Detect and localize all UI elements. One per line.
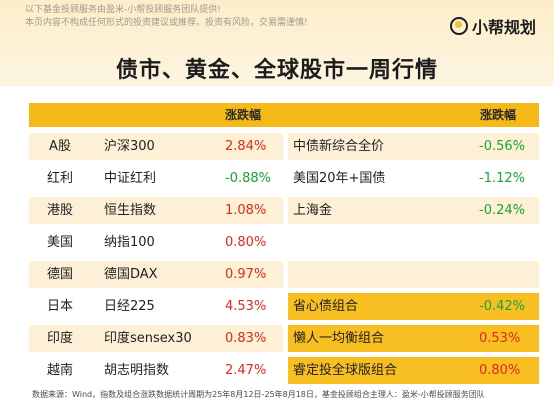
change-value: 0.80% — [479, 363, 521, 378]
change-value: -0.42% — [479, 299, 525, 314]
index-name: 德国DAX — [104, 267, 158, 282]
table-row: 懒人一均衡组合 0.53% — [288, 325, 539, 352]
disclaimer: 以下基金投顾服务由盈米-小帮投顾服务团队提供! 本页内容不构成任何形式的投资建议… — [25, 4, 405, 30]
index-name: 纳指100 — [104, 235, 155, 250]
change-value: -0.24% — [479, 203, 525, 218]
brand-logo: 小帮规划 — [449, 14, 536, 38]
region-label: 日本 — [46, 299, 73, 314]
change-value: 0.53% — [479, 331, 521, 346]
left-table-header-change: 涨跌幅 — [225, 108, 262, 122]
index-name: 沪深300 — [104, 139, 155, 154]
header-banner — [0, 0, 554, 86]
asset-name: 懒人一均衡组合 — [293, 331, 385, 346]
region-label: A股 — [49, 139, 71, 154]
index-name: 印度sensex30 — [104, 331, 192, 346]
table-row: 红利 中证红利 -0.88% — [29, 165, 283, 192]
table-row — [288, 229, 539, 256]
data-source-footnote: 数据来源：Wind，指数及组合涨跌数据统计周期为25年8月12日-25年8月18… — [32, 390, 485, 399]
region-label: 印度 — [46, 331, 73, 346]
region-label: 越南 — [46, 363, 73, 378]
table-row: 上海金 -0.24% — [288, 197, 539, 224]
disclaimer-line-1: 以下基金投顾服务由盈米-小帮投顾服务团队提供! — [25, 5, 221, 15]
change-value: 4.53% — [225, 299, 267, 314]
asset-name: 上海金 — [293, 203, 333, 218]
table-row: A股 沪深300 2.84% — [29, 133, 283, 160]
table-row: 美国 纳指100 0.80% — [29, 229, 283, 256]
asset-name: 睿定投全球版组合 — [293, 363, 398, 378]
asset-name: 中债新综合全价 — [293, 139, 385, 154]
change-value: 2.47% — [225, 363, 267, 378]
region-label: 红利 — [46, 171, 73, 186]
brand-mark-icon — [449, 17, 468, 35]
index-name: 日经225 — [104, 299, 155, 314]
change-value: -0.56% — [479, 139, 525, 154]
table-row — [288, 261, 539, 288]
brand-name: 小帮规划 — [471, 18, 536, 37]
table-row: 越南 胡志明指数 2.47% — [29, 357, 283, 384]
table-row: 美国20年+国债 -1.12% — [288, 165, 539, 192]
change-value: 0.97% — [225, 267, 267, 282]
table-row: 港股 恒生指数 1.08% — [29, 197, 283, 224]
table-row: 日本 日经225 4.53% — [29, 293, 283, 320]
index-name: 中证红利 — [104, 171, 157, 186]
change-value: -0.88% — [225, 171, 271, 186]
region-label: 美国 — [46, 235, 73, 250]
page-title: 债市、黄金、全球股市一周行情 — [115, 58, 438, 83]
change-value: 0.83% — [225, 331, 267, 346]
change-value: -1.12% — [479, 171, 525, 186]
disclaimer-line-2: 本页内容不构成任何形式的投资建议或推荐。投资有风险，交易需谨慎! — [25, 18, 308, 28]
change-value: 2.84% — [225, 139, 267, 154]
change-value: 0.80% — [225, 235, 267, 250]
index-name: 恒生指数 — [104, 203, 157, 218]
table-row: 印度 印度sensex30 0.83% — [29, 325, 283, 352]
table-row: 省心债组合 -0.42% — [288, 293, 539, 320]
region-label: 港股 — [46, 203, 73, 218]
right-table-header-change: 涨跌幅 — [480, 108, 517, 122]
asset-name: 美国20年+国债 — [293, 171, 386, 186]
table-row: 德国 德国DAX 0.97% — [29, 261, 283, 288]
table-header-bar — [29, 103, 539, 127]
asset-name: 省心债组合 — [293, 299, 359, 314]
change-value: 1.08% — [225, 203, 267, 218]
region-label: 德国 — [46, 267, 73, 282]
table-row: 中债新综合全价 -0.56% — [288, 133, 539, 160]
table-row: 睿定投全球版组合 0.80% — [288, 357, 539, 384]
index-name: 胡志明指数 — [104, 363, 170, 378]
